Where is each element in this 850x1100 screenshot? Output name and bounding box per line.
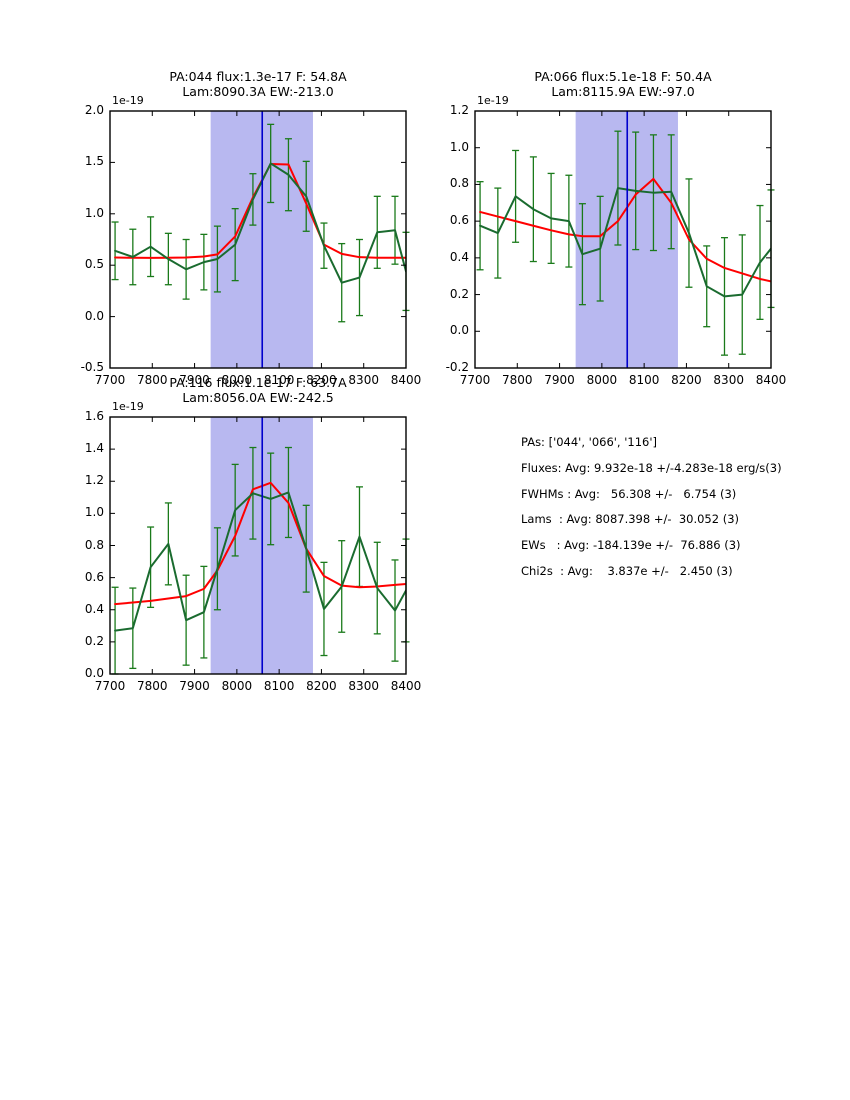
x-tick-label: 8400 bbox=[390, 373, 422, 387]
summary-statistics-block: PAs: ['044', '066', '116'] Fluxes: Avg: 9… bbox=[521, 430, 782, 585]
y-tick-label: 0.8 bbox=[449, 176, 469, 191]
panel-title-line2: Lam:8056.0A EW:-242.5 bbox=[182, 390, 334, 405]
y-tick-label: 2.0 bbox=[84, 103, 104, 117]
y-tick-label: 0.0 bbox=[84, 666, 104, 680]
panel-title: PA:116 flux:1.1e-17 F: 63.7A Lam:8056.0A … bbox=[50, 375, 466, 405]
y-tick-label: 0.0 bbox=[449, 323, 469, 338]
x-tick-label: 8000 bbox=[221, 679, 253, 693]
wavelength-band-highlight bbox=[210, 111, 313, 368]
axes-frame bbox=[109, 110, 407, 369]
fit-curve bbox=[114, 481, 406, 606]
summary-line-1: Fluxes: Avg: 9.932e-18 +/-4.283e-18 erg/… bbox=[521, 460, 782, 475]
y-tick-label: 1.6 bbox=[84, 409, 104, 423]
y-axis-offset-label: 1e-19 bbox=[112, 400, 144, 413]
y-tick-label: 0.0 bbox=[84, 308, 104, 323]
error-bars bbox=[111, 123, 410, 323]
y-tick-label: 1.2 bbox=[84, 473, 104, 488]
y-tick-label: 1.0 bbox=[449, 139, 469, 154]
x-tick-label: 8200 bbox=[671, 373, 702, 387]
x-tick-label: 8300 bbox=[348, 373, 379, 387]
y-axis-offset-label: 1e-19 bbox=[112, 94, 144, 107]
y-tick-label: -0.5 bbox=[80, 360, 104, 374]
panel-title-line2: Lam:8115.9A EW:-97.0 bbox=[551, 84, 695, 99]
y-tick-label: 0.6 bbox=[449, 213, 469, 228]
y-tick-label: 1.2 bbox=[449, 103, 469, 117]
axis-ticks bbox=[109, 416, 407, 675]
summary-line-2: FWHMs : Avg: 56.308 +/- 6.754 (3) bbox=[521, 486, 737, 501]
x-tick-label: 8300 bbox=[713, 373, 744, 387]
panel-title-line2: Lam:8090.3A EW:-213.0 bbox=[182, 84, 334, 99]
x-tick-label: 8200 bbox=[306, 679, 337, 693]
y-tick-label: 0.2 bbox=[84, 633, 104, 648]
x-tick-label: 7800 bbox=[137, 679, 168, 693]
y-tick-label: 1.4 bbox=[84, 441, 104, 456]
observed-spectrum-line bbox=[114, 162, 406, 284]
x-tick-label: 7900 bbox=[179, 373, 210, 387]
panel-title-line1: PA:066 flux:5.1e-18 F: 50.4A bbox=[534, 69, 712, 84]
observed-spectrum-line bbox=[479, 187, 771, 298]
wavelength-band-highlight bbox=[210, 417, 313, 674]
x-tick-label: 8000 bbox=[221, 373, 253, 387]
error-bars bbox=[476, 130, 775, 356]
y-axis-offset-label: 1e-19 bbox=[477, 94, 509, 107]
y-tick-label: -0.2 bbox=[445, 360, 469, 374]
x-tick-label: 7700 bbox=[94, 679, 126, 693]
x-tick-label: 8400 bbox=[390, 679, 422, 693]
y-tick-label: 0.8 bbox=[84, 537, 104, 552]
summary-line-4: EWs : Avg: -184.139e +/- 76.886 (3) bbox=[521, 538, 741, 553]
y-tick-label: 1.5 bbox=[84, 154, 104, 169]
panel-title: PA:066 flux:5.1e-18 F: 50.4A Lam:8115.9A … bbox=[415, 69, 831, 99]
y-tick-label: 0.6 bbox=[84, 569, 104, 584]
x-tick-label: 7900 bbox=[544, 373, 575, 387]
x-tick-label: 7800 bbox=[137, 373, 168, 387]
observed-spectrum-line bbox=[114, 491, 406, 632]
y-tick-label: 0.4 bbox=[449, 249, 469, 264]
x-tick-label: 8300 bbox=[348, 679, 379, 693]
x-tick-label: 7900 bbox=[179, 679, 210, 693]
y-tick-label: 1.0 bbox=[84, 505, 104, 520]
x-tick-label: 8400 bbox=[755, 373, 787, 387]
y-tick-label: 1.0 bbox=[84, 205, 104, 220]
error-bars bbox=[111, 446, 410, 675]
axes-frame bbox=[109, 416, 407, 675]
x-tick-label: 7700 bbox=[459, 373, 491, 387]
x-tick-label: 8100 bbox=[263, 679, 295, 693]
panel-title: PA:044 flux:1.3e-17 F: 54.8A Lam:8090.3A … bbox=[50, 69, 466, 99]
axis-ticks bbox=[109, 110, 407, 369]
wavelength-band-highlight bbox=[575, 111, 678, 368]
y-tick-label: 0.4 bbox=[84, 601, 104, 616]
x-tick-label: 7800 bbox=[502, 373, 533, 387]
summary-line-0: PAs: ['044', '066', '116'] bbox=[521, 435, 658, 449]
axes-frame bbox=[474, 110, 772, 369]
summary-line-5: Chi2s : Avg: 3.837e +/- 2.450 (3) bbox=[521, 563, 733, 578]
y-tick-label: 0.5 bbox=[84, 257, 104, 272]
x-tick-label: 8100 bbox=[628, 373, 660, 387]
panel-title-line1: PA:044 flux:1.3e-17 F: 54.8A bbox=[169, 69, 347, 84]
x-tick-label: 7700 bbox=[94, 373, 126, 387]
x-tick-label: 8000 bbox=[586, 373, 618, 387]
fit-curve bbox=[479, 177, 771, 283]
summary-line-3: Lams : Avg: 8087.398 +/- 30.052 (3) bbox=[521, 512, 740, 527]
x-tick-label: 8100 bbox=[263, 373, 295, 387]
y-tick-label: 0.2 bbox=[449, 286, 469, 301]
x-tick-label: 8200 bbox=[306, 373, 337, 387]
axis-ticks bbox=[474, 110, 772, 369]
fit-curve bbox=[114, 162, 406, 259]
panel-title-line1: PA:116 flux:1.1e-17 F: 63.7A bbox=[169, 375, 347, 390]
